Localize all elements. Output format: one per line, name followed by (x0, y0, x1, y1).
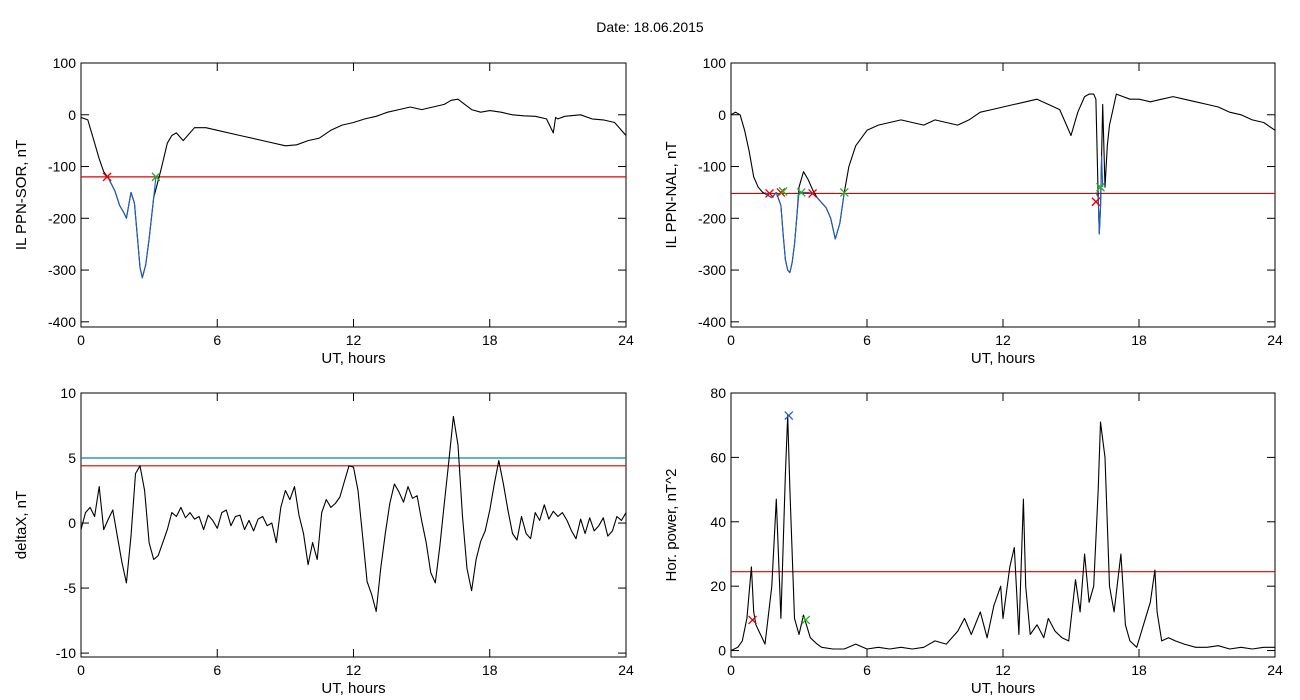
plot-data-area (81, 98, 626, 279)
x-axis-title: UT, hours (971, 680, 1035, 697)
y-tick-label: 5 (68, 450, 76, 466)
y-axis-title: Hor. power, nT^2 (663, 469, 680, 582)
plot-frame (730, 62, 1276, 328)
cross-marker (102, 172, 112, 182)
x-tick-label: 24 (1267, 332, 1283, 348)
plot-data-area (731, 93, 1275, 274)
x-tick-label: 0 (77, 662, 85, 678)
y-tick-label: 20 (710, 578, 726, 594)
data-series-line (731, 93, 1275, 274)
data-series-line (81, 98, 626, 279)
cross-marker-stroke (801, 615, 811, 625)
y-tick-label: 0 (718, 643, 726, 659)
x-tick-label: 24 (618, 662, 634, 678)
y-tick-label: 0 (68, 107, 76, 123)
cross-marker-stroke (765, 188, 774, 198)
cross-marker (1091, 197, 1101, 207)
y-tick-label: 40 (710, 514, 726, 530)
plot-frame (80, 392, 627, 658)
x-tick-label: 12 (346, 662, 362, 678)
panel-deltax: 0 6 12 18 24 -10 -5 0 5 10 UT, hours deltaX, nT (13, 385, 634, 697)
plot-data-area (81, 415, 626, 613)
y-tick-label: -400 (698, 314, 726, 330)
cross-marker-stroke (808, 188, 818, 198)
cross-marker-stroke (151, 172, 161, 182)
panel-power: 0 6 12 18 24 0 20 40 60 80 UT, hours Hor. power, nT… (663, 385, 1283, 697)
cross-marker (778, 186, 788, 196)
cross-marker (839, 187, 849, 197)
y-axis-title: IL PPN-NAL, nT (663, 142, 680, 249)
y-tick-label: -300 (698, 262, 726, 278)
data-series-line (81, 415, 626, 613)
x-axis-title: UT, hours (321, 680, 385, 697)
cross-marker (765, 188, 774, 198)
x-tick-label: 0 (77, 332, 85, 348)
plot-frame (80, 62, 627, 328)
x-tick-label: 18 (1131, 662, 1147, 678)
y-tick-label: -200 (48, 210, 76, 226)
x-tick-label: 18 (482, 332, 498, 348)
y-tick-label: 0 (718, 107, 726, 123)
plot-data-area (731, 411, 1275, 652)
data-series-line (731, 414, 1275, 652)
cross-marker-stroke (796, 187, 806, 197)
x-axis-title: UT, hours (971, 350, 1035, 367)
cross-marker (776, 187, 786, 197)
panel-nal: 0 6 12 18 24 -400 -300 -200 -100 0 100 UT, hours IL … (663, 55, 1283, 367)
cross-marker-stroke (784, 411, 794, 420)
x-tick-label: 18 (1131, 332, 1147, 348)
x-axis-title: UT, hours (321, 350, 385, 367)
cross-marker-stroke (1096, 182, 1105, 192)
y-tick-label: -100 (698, 159, 726, 175)
x-tick-label: 6 (863, 662, 871, 678)
y-tick-label: -10 (56, 645, 76, 661)
highlighted-segment-line (764, 191, 845, 274)
cross-marker (151, 172, 161, 182)
page-title: Date: 18.06.2015 (596, 19, 704, 35)
y-tick-label: 60 (710, 449, 726, 465)
cross-marker-stroke (778, 186, 788, 196)
y-axis-title: IL PPN-SOR, nT (13, 140, 30, 250)
y-tick-label: 0 (68, 515, 76, 531)
y-axis-title: deltaX, nT (13, 491, 30, 559)
x-tick-label: 0 (727, 662, 735, 678)
y-tick-label: -100 (48, 159, 76, 175)
x-tick-label: 12 (346, 332, 362, 348)
x-tick-label: 6 (863, 332, 871, 348)
y-tick-label: -400 (48, 314, 76, 330)
y-tick-label: -300 (48, 262, 76, 278)
y-tick-label: 100 (53, 55, 77, 71)
y-tick-label: -200 (698, 210, 726, 226)
x-tick-label: 0 (727, 332, 735, 348)
cross-marker (748, 615, 757, 625)
y-tick-label: 100 (703, 55, 727, 71)
y-tick-label: 10 (60, 385, 76, 401)
y-tick-label: 80 (710, 385, 726, 401)
cross-marker (808, 188, 818, 198)
highlighted-segment-line (106, 176, 157, 279)
x-tick-label: 12 (995, 662, 1011, 678)
y-tick-label: -5 (64, 580, 77, 596)
cross-marker (796, 187, 806, 197)
x-tick-label: 12 (995, 332, 1011, 348)
cross-marker-stroke (839, 187, 849, 197)
x-tick-label: 18 (482, 662, 498, 678)
panel-sor: 0 6 12 18 24 -400 -300 -200 -100 0 100 UT, hours IL … (13, 55, 634, 367)
x-tick-label: 6 (213, 662, 221, 678)
x-tick-label: 24 (618, 332, 634, 348)
cross-marker (801, 615, 811, 625)
cross-marker (784, 411, 794, 420)
cross-marker-stroke (748, 615, 757, 625)
cross-marker-stroke (776, 187, 786, 197)
x-tick-label: 24 (1267, 662, 1283, 678)
x-tick-label: 6 (213, 332, 221, 348)
cross-marker-stroke (102, 172, 112, 182)
highlighted-segment-line (1095, 155, 1104, 235)
cross-marker (1096, 182, 1105, 192)
cross-marker-stroke (1091, 197, 1101, 207)
